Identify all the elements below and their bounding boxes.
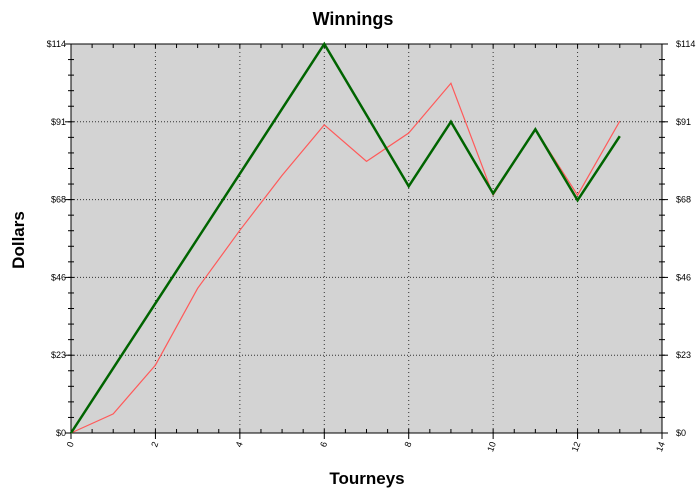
x-tick-label: 12: [570, 440, 583, 453]
axes: 0 2 4 6 8 10 12 14 $0 $0 $23 $23 $46 $46 $68 $68 $91 $91 $…: [47, 39, 696, 453]
y-tick-label-left: $91: [51, 117, 66, 127]
grid: [71, 44, 662, 433]
x-tick-label: 0: [65, 440, 76, 448]
y-tick-label-right: $68: [676, 195, 691, 205]
y-tick-label-right: $91: [676, 117, 691, 127]
series-line-2: [69, 41, 621, 434]
y-tick-label-left: $68: [51, 195, 66, 205]
y-tick-label-right: $114: [676, 39, 695, 49]
y-tick-label-right: $0: [676, 428, 686, 438]
series-group: [69, 41, 621, 434]
x-tick-label: 6: [318, 440, 329, 448]
x-axis-label: Tourneys: [329, 469, 404, 488]
plot-border: [70, 43, 663, 434]
y-tick-label-left: $23: [51, 350, 66, 360]
x-tick-label: 10: [485, 440, 498, 453]
y-tick-label-left: $114: [47, 39, 66, 49]
chart-title: Winnings: [313, 9, 394, 29]
y-tick-label-left: $0: [56, 428, 66, 438]
y-tick-label-left: $46: [51, 272, 66, 282]
x-tick-label: 14: [654, 440, 667, 453]
y-axis-label: Dollars: [9, 211, 28, 269]
y-tick-label-right: $23: [676, 350, 691, 360]
plot-area: [71, 44, 662, 433]
x-tick-label: 2: [149, 440, 160, 448]
y-tick-label-right: $46: [676, 272, 691, 282]
x-tick-label: 8: [402, 440, 413, 448]
x-tick-label: 4: [234, 440, 245, 448]
